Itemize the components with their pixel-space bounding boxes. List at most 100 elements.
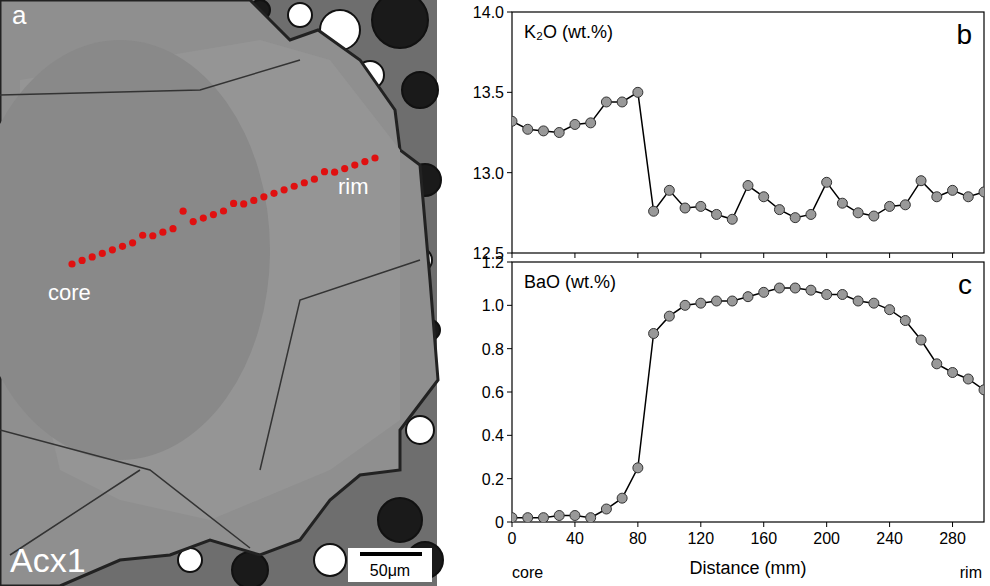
analysis-spot — [240, 200, 247, 207]
data-point — [664, 311, 674, 321]
data-point — [916, 335, 926, 345]
chart-panel: 12.513.013.514.0K₂O (wt.%)b — [473, 4, 989, 262]
x-tick — [512, 522, 513, 527]
analysis-spot — [250, 197, 257, 204]
analysis-spot — [190, 218, 197, 225]
data-point — [853, 296, 863, 306]
scale-label: 50μm — [370, 562, 410, 579]
data-point — [601, 97, 611, 107]
grain — [232, 552, 268, 586]
y-tick — [507, 92, 512, 93]
y-tick — [507, 478, 512, 479]
y-tick — [507, 522, 512, 523]
data-point — [633, 87, 643, 97]
analysis-spot — [129, 239, 136, 246]
data-point — [837, 198, 847, 208]
analysis-spot — [79, 257, 86, 264]
data-point — [586, 513, 596, 522]
data-point — [900, 200, 910, 210]
grain — [288, 3, 312, 27]
plot-frame — [512, 262, 984, 522]
data-point — [837, 290, 847, 300]
analysis-spot — [109, 246, 116, 253]
chart-panel: 00.20.40.60.81.01.204080120160200240280B… — [482, 254, 989, 581]
data-point — [853, 208, 863, 218]
panel-title: K₂O (wt.%) — [524, 22, 613, 42]
data-point — [680, 203, 690, 213]
y-tick — [507, 435, 512, 436]
analysis-spot — [260, 193, 267, 200]
data-point — [512, 513, 517, 522]
data-point — [790, 213, 800, 223]
x-tick-label: 280 — [939, 530, 966, 547]
analysis-spot — [169, 225, 176, 232]
scale-bar — [360, 552, 422, 556]
y-tick — [507, 12, 512, 13]
analysis-spot — [220, 207, 227, 214]
data-point — [979, 385, 984, 395]
data-point — [538, 126, 548, 136]
data-point — [712, 209, 722, 219]
image-panel: acorerimAcx150μm — [0, 0, 443, 586]
y-tick — [507, 172, 512, 173]
y-tick-label: 1.2 — [482, 254, 504, 271]
data-point — [727, 296, 737, 306]
data-point — [696, 201, 706, 211]
grain — [378, 498, 422, 542]
panel-letter: a — [12, 0, 27, 30]
analysis-spot — [89, 253, 96, 260]
grain — [402, 72, 438, 108]
crystal-core — [0, 40, 270, 460]
x-tick — [952, 253, 953, 258]
analysis-spot — [149, 232, 156, 239]
panel-letter: c — [958, 269, 972, 300]
data-line — [512, 288, 984, 518]
grain — [314, 544, 346, 576]
data-point — [759, 287, 769, 297]
data-point — [932, 359, 942, 369]
analysis-spot — [311, 176, 318, 183]
core-label: core — [512, 564, 543, 581]
x-tick — [826, 253, 827, 258]
data-point — [869, 298, 879, 308]
analysis-spot — [119, 243, 126, 250]
x-tick-label: 240 — [876, 530, 903, 547]
data-point — [538, 513, 548, 522]
x-tick — [574, 253, 575, 258]
x-tick-label: 40 — [566, 530, 584, 547]
data-point — [900, 316, 910, 326]
x-tick — [952, 522, 953, 527]
grain — [406, 416, 434, 444]
data-point — [554, 511, 564, 521]
analysis-spot — [371, 154, 378, 161]
x-tick — [763, 253, 764, 258]
figure: acorerimAcx150μm12.513.013.514.0K₂O (wt.… — [0, 0, 990, 586]
data-point — [963, 192, 973, 202]
rim-label: rim — [338, 174, 369, 199]
analysis-spot — [99, 250, 106, 257]
x-tick — [700, 253, 701, 258]
analysis-spot — [210, 211, 217, 218]
grain — [372, 0, 428, 48]
data-point — [774, 283, 784, 293]
x-tick-label: 160 — [750, 530, 777, 547]
x-tick-label: 120 — [687, 530, 714, 547]
analysis-spot — [139, 232, 146, 239]
analysis-spot — [270, 190, 277, 197]
x-tick — [763, 522, 764, 527]
y-tick — [507, 305, 512, 306]
data-point — [963, 374, 973, 384]
data-group — [512, 87, 984, 224]
scale-box — [348, 548, 432, 582]
data-point — [743, 292, 753, 302]
y-tick-label: 14.0 — [473, 4, 504, 21]
analysis-spot — [200, 214, 207, 221]
data-point — [617, 493, 627, 503]
data-point — [696, 298, 706, 308]
y-tick-label: 13.0 — [473, 165, 504, 182]
data-point — [916, 176, 926, 186]
x-tick — [700, 522, 701, 527]
x-tick — [637, 522, 638, 527]
data-point — [948, 368, 958, 378]
analysis-spot — [291, 183, 298, 190]
